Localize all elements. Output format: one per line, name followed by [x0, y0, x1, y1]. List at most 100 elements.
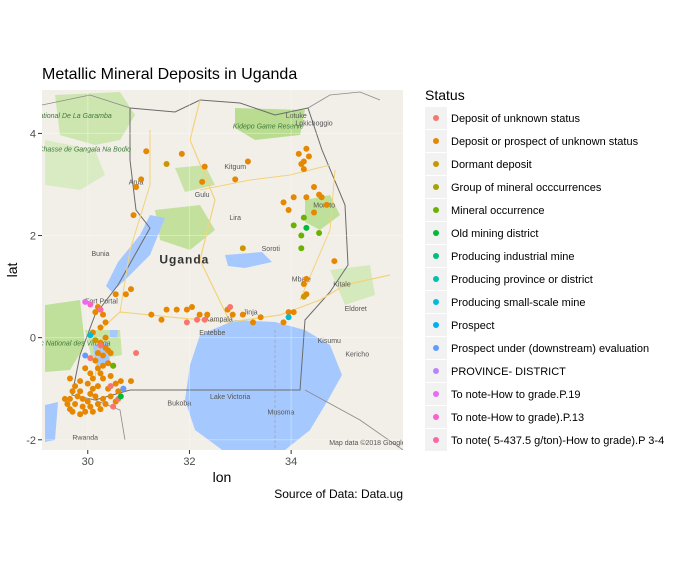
map-label-19: Kitale: [333, 282, 351, 289]
legend-label-9: Prospect: [451, 320, 494, 332]
lake-kyoga: [225, 252, 272, 268]
grid-lines: [42, 90, 403, 450]
legend-label-0: Deposit of unknown status: [451, 113, 581, 125]
map-label-1: Domaine de Chasse de Gangala Na Bodio: [0, 146, 131, 153]
data-point-s0-p96: [77, 411, 84, 418]
legend-entries: Deposit of unknown status Deposit or pros…: [425, 107, 664, 451]
road-6: [299, 169, 336, 301]
data-point-s0-p79: [66, 375, 73, 382]
data-point-s0-p53: [102, 334, 109, 341]
data-point-s0-p77: [77, 378, 84, 385]
data-point-s2-p3: [92, 337, 99, 344]
x-tick-label-1: 32: [183, 456, 195, 468]
data-point-s0-p13: [298, 161, 305, 168]
data-point-s0-p17: [323, 201, 330, 208]
data-point-s9-p0: [97, 306, 104, 313]
x-tick-label-2: 34: [285, 456, 297, 468]
data-point-s0-p104: [61, 395, 68, 402]
map-label-9: Lira: [229, 215, 241, 222]
data-point-s0-p26: [300, 281, 307, 288]
map-label-23: Bukoba: [167, 401, 191, 408]
data-point-s0-p57: [100, 352, 107, 359]
data-point-s2-p1: [239, 245, 246, 252]
data-point-s0-p99: [97, 406, 104, 413]
data-point-s0-p34: [229, 311, 236, 318]
data-point-s1-p2: [194, 316, 201, 323]
data-point-s0-p3: [199, 178, 206, 185]
data-point-s0-p37: [196, 311, 203, 318]
legend-label-13: To note-How to grade).P.13: [451, 412, 584, 424]
legend-label-4: Mineral occurrence: [451, 205, 545, 217]
data-point-s3-p2: [316, 229, 323, 236]
legend-key-13: [433, 414, 439, 420]
data-point-s0-p100: [84, 398, 91, 405]
map-label-15: Kampala: [205, 316, 233, 323]
data-point-s0-p61: [100, 362, 107, 369]
legend-label-3: Group of mineral occcurrences: [451, 182, 602, 194]
legend-label-11: PROVINCE- DISTRICT: [451, 366, 566, 378]
park-murchison: [155, 205, 215, 250]
data-point-s0-p59: [94, 349, 101, 356]
data-point-s0-p50: [102, 319, 109, 326]
map-panel: Parc National De La Garamba Domaine de Ch…: [0, 90, 403, 450]
data-point-s0-p106: [127, 378, 134, 385]
y-tick-label-0: 4: [30, 128, 36, 140]
data-point-s0-p19: [316, 191, 323, 198]
legend-title: Status: [425, 87, 465, 103]
data-point-s0-p42: [158, 316, 165, 323]
legend: Status Deposit of unknown statusDeposit …: [425, 87, 664, 451]
y-axis-label: lat: [4, 263, 20, 278]
lake-george: [110, 330, 118, 338]
park-mt-elgon: [305, 195, 340, 230]
data-point-s0-p86: [107, 393, 114, 400]
legend-key-6: [433, 253, 439, 259]
legend-label-10: Prospect under (downstream) evaluation: [451, 343, 649, 355]
map-label-18: Kisumu: [318, 338, 341, 345]
legend-key-2: [433, 161, 439, 167]
data-point-s6-p0: [120, 385, 127, 392]
map-label-17: Jinja: [243, 310, 258, 317]
x-axis-label: lon: [213, 469, 232, 485]
data-point-s0-p94: [64, 401, 71, 408]
data-point-s0-p70: [112, 380, 119, 387]
data-point-s0-p92: [72, 401, 79, 408]
data-point-s0-p75: [94, 383, 101, 390]
park-virunga: [45, 300, 85, 372]
data-point-s0-p103: [97, 370, 104, 377]
data-point-s0-p8: [130, 212, 137, 219]
y-tick-label-3: -2: [26, 435, 36, 447]
park-north: [175, 165, 215, 192]
road-1: [189, 99, 231, 323]
map-label-22: Lake Victoria: [210, 394, 250, 401]
data-point-s0-p44: [127, 286, 134, 293]
map-label-25: Rwanda: [72, 435, 98, 442]
park-garamba: [55, 92, 135, 145]
data-point-s0-p28: [290, 309, 297, 316]
data-point-s0-p67: [89, 375, 96, 382]
legend-key-1: [433, 138, 439, 144]
data-point-s0-p105: [66, 406, 73, 413]
data-point-s3-p1: [290, 222, 297, 229]
data-point-s0-p40: [173, 306, 180, 313]
data-point-s0-p39: [183, 306, 190, 313]
data-point-s8-p0: [87, 301, 94, 308]
data-point-s0-p9: [295, 150, 302, 157]
map-label-0: Parc National De La Garamba: [18, 113, 112, 120]
data-point-s0-p12: [305, 153, 312, 160]
data-point-s0-p71: [117, 378, 124, 385]
data-point-s0-p2: [201, 163, 208, 170]
data-point-s0-p48: [92, 309, 99, 316]
map-label-12: Mbale: [292, 276, 311, 283]
legend-key-11: [433, 368, 439, 374]
legend-label-12: To note-How to grade.P.19: [451, 389, 580, 401]
data-point-s0-p93: [66, 395, 73, 402]
data-point-s1-p6: [87, 355, 94, 362]
data-point-s0-p30: [280, 319, 287, 326]
map-label-21: Kericho: [345, 352, 369, 359]
map-label-16: Entebbe: [199, 330, 225, 337]
map-label-8: Arua: [129, 179, 144, 186]
data-point-s0-p49: [100, 311, 107, 318]
map-label-4: Lotuke: [286, 113, 307, 120]
data-point-s0-p58: [107, 349, 114, 356]
